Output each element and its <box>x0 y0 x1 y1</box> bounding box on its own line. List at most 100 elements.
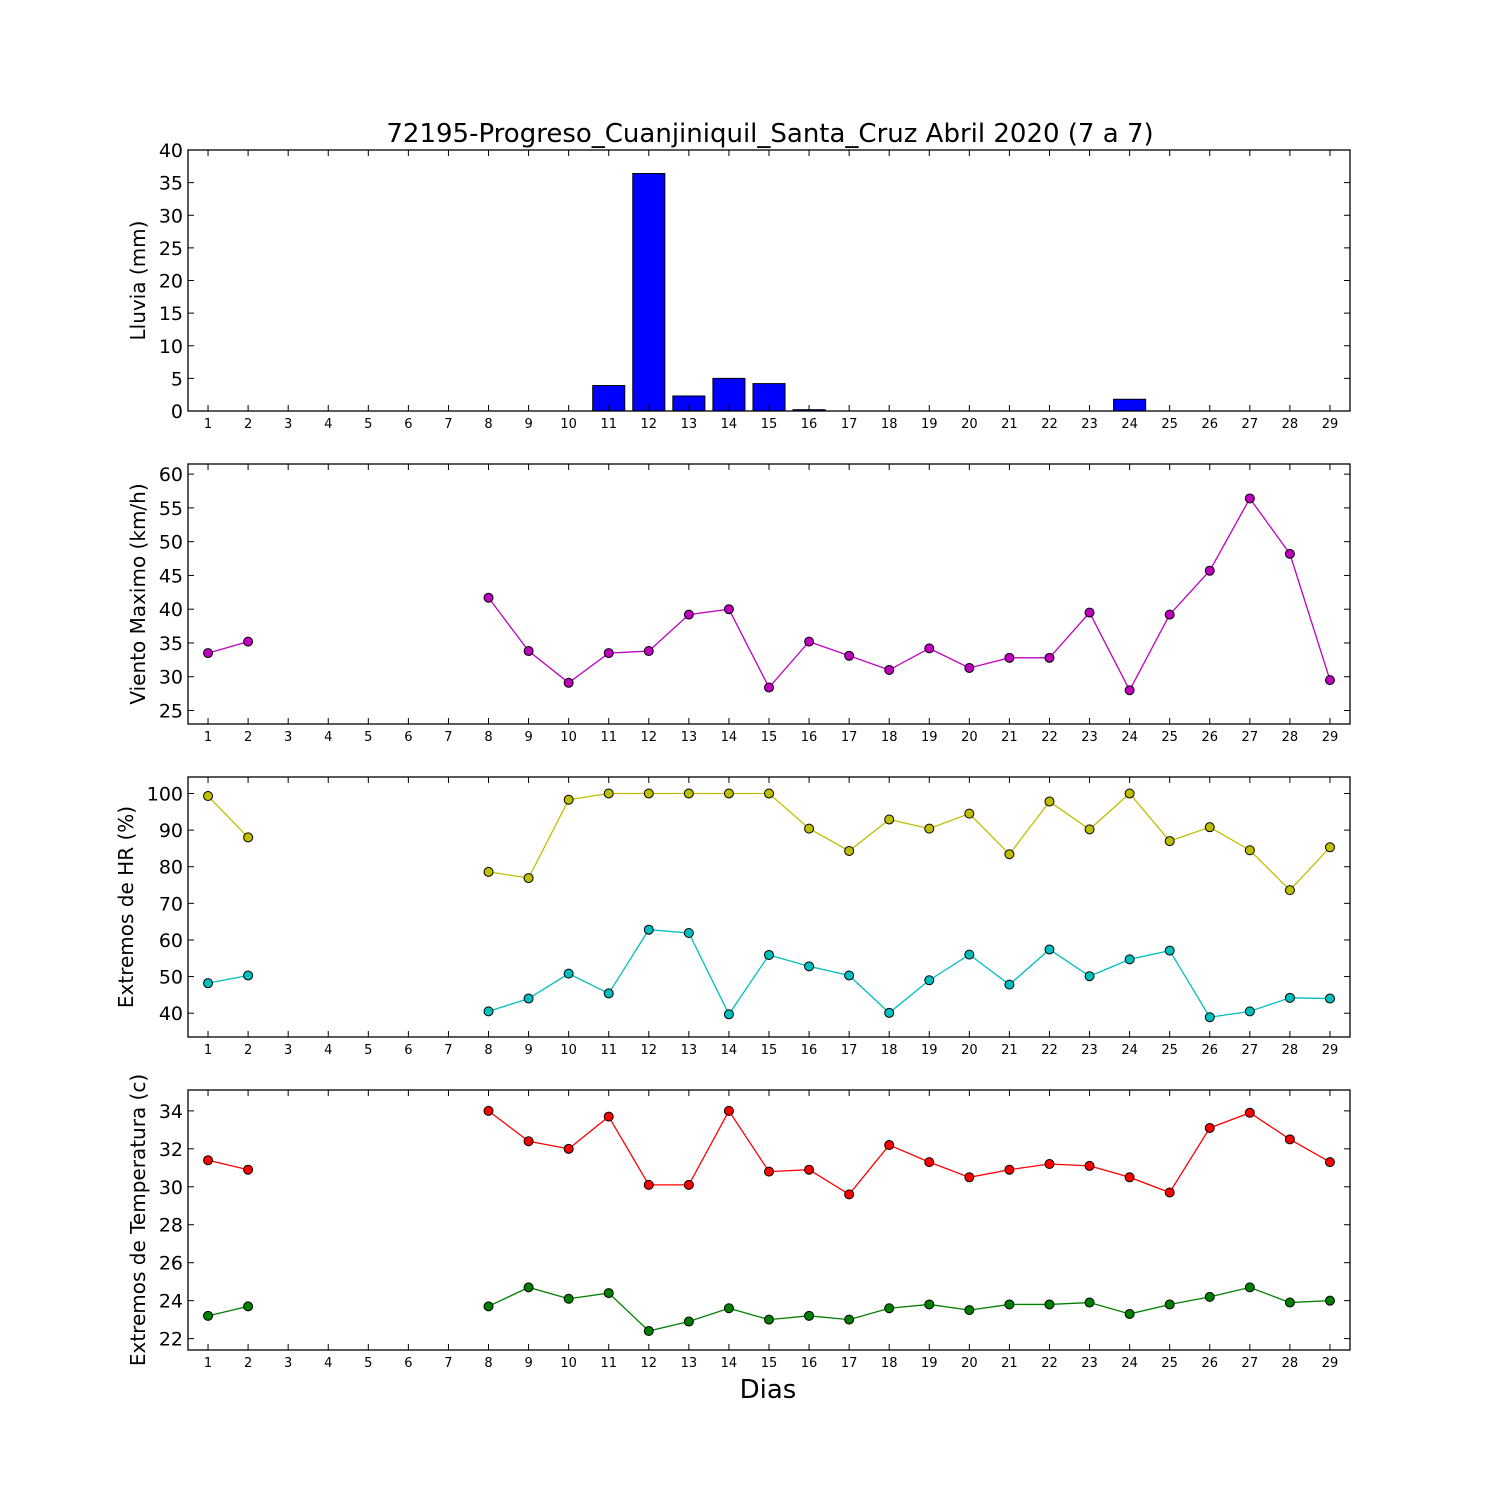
series-1-point-day-9 <box>523 873 534 884</box>
x-tick-label: 28 <box>1282 1356 1299 1371</box>
series-2-point-day-20 <box>964 949 975 960</box>
series-1-point-day-26 <box>1204 1122 1215 1133</box>
x-tick-label: 4 <box>324 417 332 432</box>
x-tick-label: 20 <box>961 1043 978 1058</box>
series-1-point-day-28 <box>1284 1134 1295 1145</box>
y-tick-label: 20 <box>159 271 183 293</box>
series-2-point-day-8 <box>483 1006 494 1017</box>
series-1-point-day-13 <box>683 788 694 799</box>
series-1-point-day-8 <box>483 1105 494 1116</box>
panel-3-frame <box>187 776 1351 1038</box>
series-1-point-day-12 <box>643 646 654 657</box>
x-tick-label: 29 <box>1322 1043 1339 1058</box>
y-tick-label: 10 <box>159 336 183 358</box>
series-1-point-day-2 <box>243 832 254 843</box>
x-tick-label: 14 <box>721 417 738 432</box>
series-2-point-day-26 <box>1204 1291 1215 1302</box>
x-tick-label: 7 <box>444 730 452 745</box>
x-tick-label: 22 <box>1041 730 1058 745</box>
x-tick-label: 2 <box>244 1356 252 1371</box>
series-1-point-day-27 <box>1244 845 1255 856</box>
series-2-point-day-22 <box>1044 1299 1055 1310</box>
y-tick-label: 30 <box>159 667 183 689</box>
x-tick-label: 6 <box>404 417 412 432</box>
series-2-point-day-29 <box>1324 993 1335 1004</box>
x-tick-label: 27 <box>1242 730 1259 745</box>
series-1-point-day-27 <box>1244 493 1255 504</box>
series-1-point-day-11 <box>603 648 614 659</box>
x-tick-label: 18 <box>881 1356 898 1371</box>
series-1-point-day-16 <box>804 823 815 834</box>
x-tick-label: 21 <box>1001 417 1018 432</box>
x-tick-label: 21 <box>1001 730 1018 745</box>
series-2-point-day-24 <box>1124 954 1135 965</box>
series-1-point-day-15 <box>764 682 774 693</box>
series-1-point-day-10 <box>563 677 574 688</box>
series-2-point-day-9 <box>523 993 534 1004</box>
x-tick-label: 5 <box>364 417 372 432</box>
series-1-point-day-28 <box>1284 548 1295 559</box>
x-tick-label: 12 <box>641 417 658 432</box>
series-2-point-day-14 <box>723 1009 734 1020</box>
series-2-line-2 <box>488 929 1330 1018</box>
x-tick-label: 18 <box>881 1043 898 1058</box>
series-2-point-day-10 <box>563 968 574 979</box>
x-tick-label: 4 <box>324 1356 332 1371</box>
y-tick-label: 30 <box>159 205 183 227</box>
bar-day-12 <box>632 172 666 412</box>
x-tick-label: 13 <box>681 417 698 432</box>
series-1-point-day-22 <box>1044 1159 1055 1170</box>
x-tick-label: 16 <box>801 730 818 745</box>
series-2-point-day-17 <box>844 1314 855 1325</box>
y-tick-label: 50 <box>159 532 183 554</box>
y-tick-label: 60 <box>159 930 183 952</box>
x-axis-label: Dias <box>740 1375 797 1405</box>
x-tick-label: 7 <box>444 1356 452 1371</box>
x-tick-label: 15 <box>761 730 778 745</box>
x-tick-label: 25 <box>1161 1043 1178 1058</box>
series-2-point-day-15 <box>764 949 774 960</box>
series-1-point-day-27 <box>1244 1107 1255 1118</box>
series-2-point-day-11 <box>603 1288 614 1299</box>
x-tick-label: 29 <box>1322 730 1339 745</box>
y-tick-label: 55 <box>159 498 183 520</box>
x-tick-label: 9 <box>524 417 532 432</box>
series-1-point-day-17 <box>844 650 855 661</box>
x-tick-label: 24 <box>1121 730 1138 745</box>
y-axis-label-panel-1: Lluvia (mm) <box>126 221 150 341</box>
x-tick-label: 14 <box>721 730 738 745</box>
series-2-line-1 <box>207 1305 249 1317</box>
x-tick-label: 26 <box>1201 730 1218 745</box>
x-tick-label: 22 <box>1041 417 1058 432</box>
x-tick-label: 28 <box>1282 1043 1299 1058</box>
x-tick-label: 7 <box>444 1043 452 1058</box>
series-2-line-1 <box>207 974 249 984</box>
x-tick-label: 2 <box>244 730 252 745</box>
series-1-point-day-26 <box>1204 565 1215 576</box>
x-tick-label: 24 <box>1121 417 1138 432</box>
x-tick-label: 20 <box>961 730 978 745</box>
series-2-point-day-11 <box>603 988 614 999</box>
series-2-point-day-9 <box>523 1282 534 1293</box>
x-tick-label: 2 <box>244 1043 252 1058</box>
series-1-point-day-23 <box>1084 607 1095 618</box>
x-tick-label: 11 <box>600 730 617 745</box>
series-1-point-day-22 <box>1044 652 1055 663</box>
series-1-point-day-20 <box>964 662 975 673</box>
x-tick-label: 1 <box>204 730 212 745</box>
series-1-point-day-11 <box>603 1111 614 1122</box>
y-tick-label: 5 <box>171 368 183 390</box>
series-1-point-day-29 <box>1324 1157 1335 1168</box>
x-tick-label: 1 <box>204 417 212 432</box>
x-tick-label: 16 <box>801 1356 818 1371</box>
x-tick-label: 14 <box>721 1043 738 1058</box>
series-1-point-day-1 <box>203 648 214 659</box>
x-tick-label: 29 <box>1322 417 1339 432</box>
x-tick-label: 16 <box>801 1043 818 1058</box>
series-1-line-2 <box>488 1109 1331 1196</box>
x-tick-label: 20 <box>961 1356 978 1371</box>
y-axis-label-panel-3: Extremos de HR (%) <box>114 806 138 1008</box>
series-1-point-day-26 <box>1204 822 1215 833</box>
